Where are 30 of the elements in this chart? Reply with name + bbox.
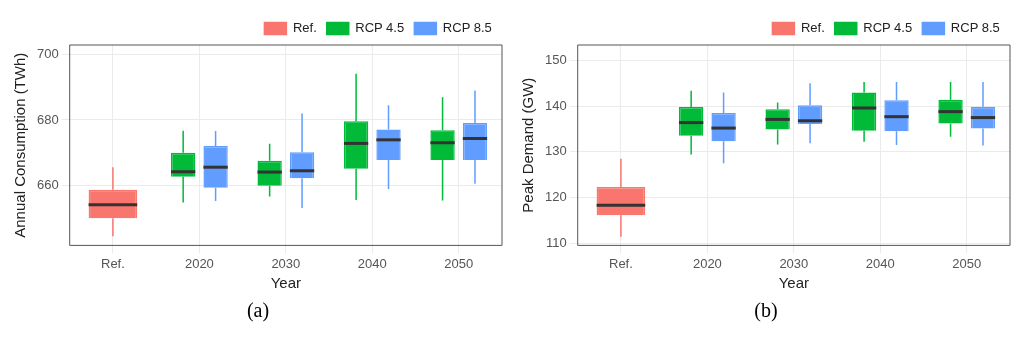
x-tick-label: 2050 (444, 255, 474, 271)
y-axis-title: Annual Consumption (TWh) (11, 52, 29, 238)
y-tick-label: 660 (36, 176, 59, 192)
x-tick-label: 2040 (865, 255, 895, 271)
legend-label: Ref. (800, 20, 825, 36)
y-tick-label: 680 (36, 111, 59, 127)
y-axis-title: Peak Demand (GW) (519, 77, 537, 213)
y-tick-label: 120 (544, 189, 567, 205)
x-axis-title: Year (270, 274, 301, 292)
text: (b) (753, 299, 779, 322)
legend-label: Ref. (292, 20, 317, 36)
x-axis-title: Year (778, 274, 809, 292)
x-tick-label: 2020 (184, 255, 214, 271)
legend-label: RCP 4.5 (355, 20, 405, 36)
legend-label: RCP 8.5 (950, 20, 1000, 36)
legend-label: RCP 8.5 (442, 20, 492, 36)
x-tick-label: Ref. (609, 255, 633, 271)
y-tick-label: 140 (544, 97, 567, 113)
x-tick-label: 2040 (357, 255, 387, 271)
y-tick-label: 150 (544, 52, 567, 68)
x-tick-label: 2030 (271, 255, 301, 271)
text: (a) (245, 299, 271, 322)
y-tick-label: 700 (36, 46, 59, 62)
y-tick-label: 130 (544, 143, 567, 159)
x-tick-label: Ref. (101, 255, 125, 271)
x-tick-label: 2030 (779, 255, 809, 271)
x-tick-label: 2050 (952, 255, 982, 271)
legend-label: RCP 4.5 (863, 20, 913, 36)
x-tick-label: 2020 (692, 255, 722, 271)
y-tick-label: 110 (545, 234, 567, 250)
